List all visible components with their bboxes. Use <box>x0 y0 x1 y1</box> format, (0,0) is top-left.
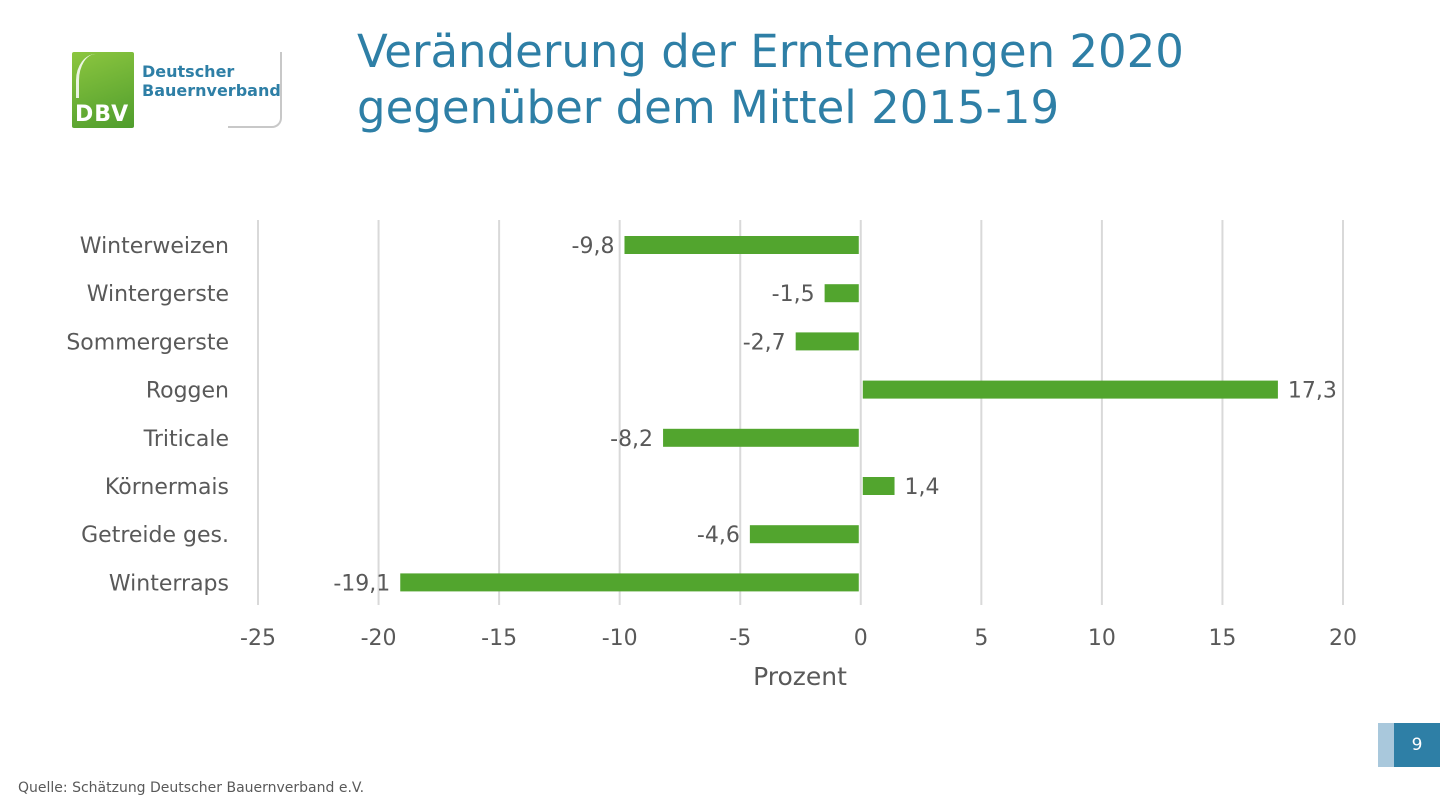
dbv-logo: DBV Deutscher Bauernverband <box>72 52 284 130</box>
category-label: Getreide ges. <box>81 523 229 548</box>
x-axis-title: Prozent <box>753 662 847 691</box>
bar <box>749 525 859 544</box>
page-number-accent <box>1378 723 1394 767</box>
data-label: -4,6 <box>697 523 740 548</box>
bar <box>624 236 859 254</box>
logo-wordmark: Deutscher Bauernverband <box>142 62 281 100</box>
logo-mark: DBV <box>72 52 134 128</box>
category-label: Körnermais <box>105 475 229 500</box>
category-label: Triticale <box>143 427 229 452</box>
source-note: Quelle: Schätzung Deutscher Bauernverban… <box>18 780 365 796</box>
data-label: -8,2 <box>610 427 653 452</box>
logo-abbreviation: DBV <box>75 102 130 127</box>
bar <box>824 284 859 303</box>
x-tick-label: 5 <box>974 626 988 651</box>
bar <box>795 332 859 351</box>
category-label: Roggen <box>146 379 229 404</box>
bar <box>663 428 859 447</box>
bar <box>862 380 1278 399</box>
data-label: -2,7 <box>743 330 786 355</box>
data-label: -1,5 <box>772 282 815 307</box>
bar <box>862 477 895 495</box>
category-label: Winterraps <box>109 571 229 596</box>
x-tick-label: -25 <box>240 626 276 651</box>
x-tick-label: 10 <box>1088 626 1116 651</box>
x-tick-label: 20 <box>1329 626 1357 651</box>
x-tick-label: -15 <box>481 626 517 651</box>
category-label: Sommergerste <box>66 330 229 355</box>
category-label: Winterweizen <box>80 234 229 259</box>
x-tick-label: -5 <box>729 626 751 651</box>
x-tick-label: -10 <box>602 626 638 651</box>
logo-swoosh <box>228 52 282 128</box>
slide-title: Veränderung der Erntemengen 2020 gegenüb… <box>357 25 1184 134</box>
x-tick-label: 15 <box>1208 626 1236 651</box>
x-tick-label: 0 <box>854 626 868 651</box>
data-label: -19,1 <box>333 571 390 596</box>
x-tick-label: -20 <box>361 626 397 651</box>
category-label: Wintergerste <box>87 282 229 307</box>
data-label: 17,3 <box>1288 379 1337 404</box>
leaf-icon <box>76 54 109 98</box>
data-label: -9,8 <box>572 234 615 259</box>
page-number: 9 <box>1394 723 1440 767</box>
bar <box>400 573 859 592</box>
data-label: 1,4 <box>905 475 940 500</box>
